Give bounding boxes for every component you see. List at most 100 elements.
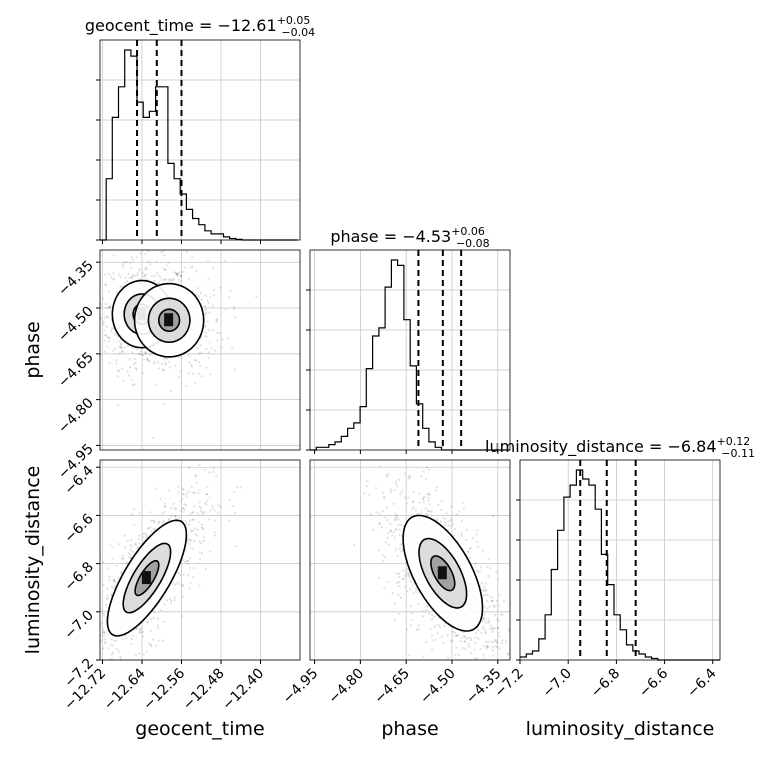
scatter-point bbox=[131, 351, 134, 354]
scatter-point bbox=[142, 635, 145, 638]
scatter-point bbox=[391, 534, 394, 537]
scatter-point bbox=[445, 512, 448, 515]
scatter-point bbox=[187, 466, 190, 469]
scatter-point bbox=[486, 645, 489, 648]
scatter-point bbox=[140, 353, 143, 356]
scatter-point bbox=[421, 615, 424, 618]
scatter-point bbox=[198, 501, 201, 504]
scatter-point bbox=[407, 574, 410, 577]
scatter-point bbox=[494, 645, 497, 648]
scatter-point bbox=[198, 540, 201, 543]
scatter-point bbox=[119, 656, 122, 659]
scatter-point bbox=[234, 316, 237, 319]
scatter-point bbox=[122, 350, 125, 353]
scatter-point bbox=[106, 597, 109, 600]
scatter-point bbox=[428, 503, 431, 506]
scatter-point bbox=[191, 372, 194, 375]
scatter-point bbox=[102, 613, 105, 616]
scatter-point bbox=[378, 465, 381, 468]
scatter-point bbox=[142, 275, 146, 278]
scatter-point bbox=[175, 273, 178, 276]
scatter-point bbox=[369, 513, 372, 516]
scatter-point bbox=[92, 638, 94, 640]
scatter-point bbox=[425, 513, 428, 516]
scatter-point bbox=[130, 545, 133, 548]
scatter-point bbox=[179, 280, 182, 283]
scatter-point bbox=[189, 512, 192, 515]
scatter-point bbox=[450, 662, 452, 664]
scatter-point bbox=[173, 271, 176, 274]
scatter-point bbox=[112, 578, 115, 581]
scatter-point bbox=[175, 272, 178, 276]
scatter-point bbox=[150, 645, 153, 648]
scatter-point bbox=[121, 637, 124, 640]
scatter-point bbox=[138, 628, 141, 631]
panel-frame bbox=[99, 459, 301, 661]
scatter-point bbox=[450, 518, 453, 521]
scatter-point bbox=[100, 303, 102, 306]
scatter-point bbox=[103, 350, 106, 353]
scatter-point bbox=[146, 359, 150, 362]
scatter-point bbox=[97, 689, 99, 691]
scatter-point bbox=[176, 485, 180, 488]
scatter-point bbox=[69, 606, 71, 608]
scatter-point bbox=[108, 273, 111, 276]
scatter-point bbox=[497, 631, 500, 634]
scatter-point bbox=[94, 611, 96, 613]
scatter-point bbox=[474, 641, 477, 645]
scatter-point bbox=[181, 487, 184, 490]
scatter-point bbox=[447, 519, 450, 523]
scatter-point bbox=[174, 515, 177, 518]
scatter-point bbox=[149, 511, 152, 514]
scatter-point bbox=[177, 572, 180, 575]
scatter-point bbox=[422, 655, 425, 658]
scatter-point bbox=[208, 341, 211, 344]
scatter-point bbox=[174, 271, 177, 274]
x-tick-label: −7.0 bbox=[540, 666, 575, 701]
scatter-point bbox=[186, 492, 189, 495]
scatter-point bbox=[206, 259, 210, 262]
scatter-point bbox=[145, 536, 148, 539]
scatter-point bbox=[192, 518, 195, 521]
scatter-point bbox=[190, 363, 193, 367]
scatter-point bbox=[205, 503, 208, 506]
scatter-point bbox=[114, 584, 117, 587]
scatter-point bbox=[483, 585, 486, 589]
scatter-point bbox=[437, 503, 440, 506]
scatter-point bbox=[108, 306, 111, 309]
scatter-point bbox=[153, 275, 156, 278]
scatter-point bbox=[147, 260, 150, 263]
scatter-point bbox=[136, 546, 139, 549]
scatter-point bbox=[496, 626, 500, 629]
scatter-point bbox=[454, 634, 457, 637]
scatter-point bbox=[384, 541, 388, 544]
scatter-point bbox=[120, 285, 123, 288]
scatter-point bbox=[378, 577, 381, 580]
scatter-point bbox=[465, 538, 468, 542]
scatter-point bbox=[149, 526, 152, 529]
scatter-point bbox=[113, 640, 116, 643]
scatter-point bbox=[130, 668, 132, 670]
scatter-point bbox=[85, 631, 87, 633]
scatter-point bbox=[440, 635, 443, 639]
scatter-point bbox=[378, 523, 381, 526]
scatter-point bbox=[462, 501, 465, 504]
scatter-point bbox=[477, 637, 480, 640]
scatter-point bbox=[422, 497, 425, 500]
scatter-point bbox=[497, 593, 501, 596]
scatter-point bbox=[130, 643, 133, 646]
scatter-point bbox=[213, 509, 216, 512]
scatter-point bbox=[200, 523, 204, 526]
scatter-point bbox=[403, 574, 407, 577]
scatter-point bbox=[386, 519, 389, 522]
scatter-point bbox=[157, 367, 160, 370]
scatter-point bbox=[469, 637, 472, 640]
scatter-point bbox=[426, 493, 430, 496]
histogram-step bbox=[520, 469, 720, 661]
scatter-point bbox=[427, 499, 430, 502]
scatter-point bbox=[212, 294, 216, 297]
scatter-point bbox=[126, 370, 129, 373]
joint-panel-geocent_time-luminosity_distance bbox=[69, 459, 301, 691]
scatter-point bbox=[365, 485, 368, 488]
scatter-point bbox=[95, 627, 97, 629]
